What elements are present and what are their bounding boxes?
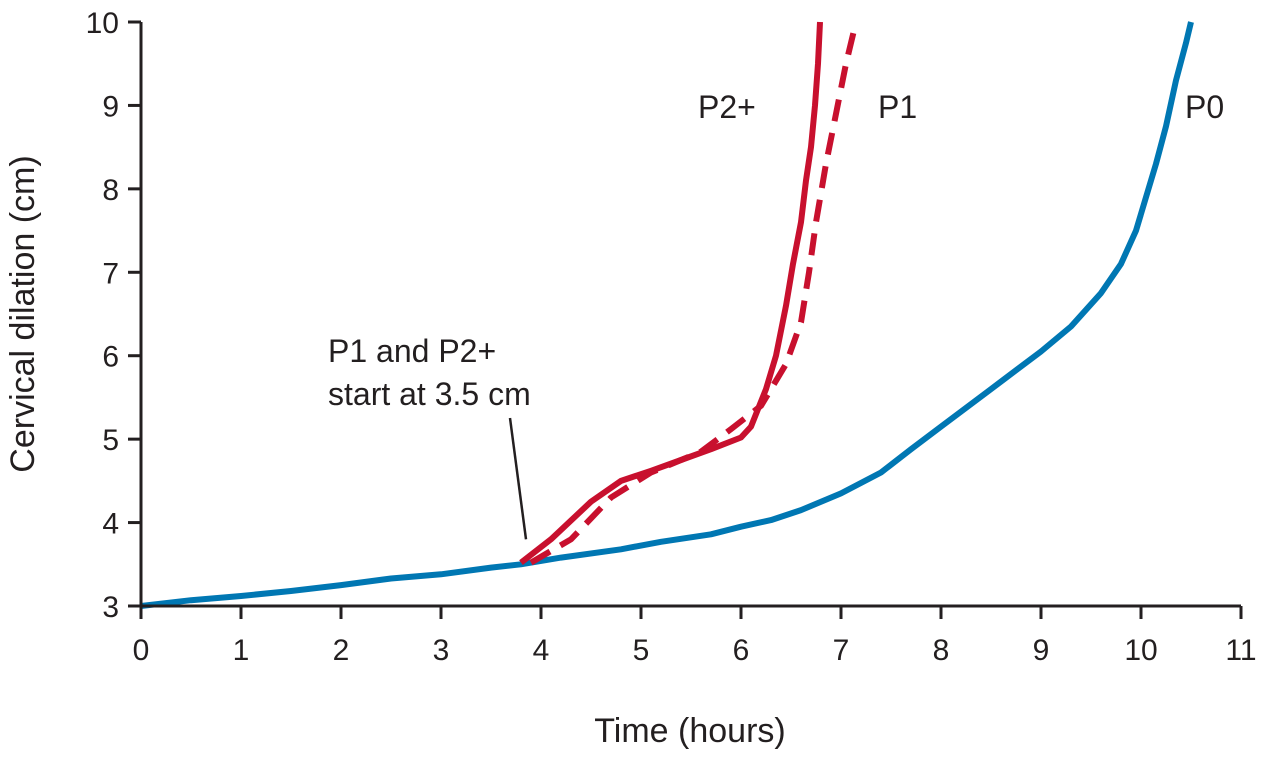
x-tick-label: 9 <box>1033 634 1050 667</box>
x-ticks: 0 1 2 3 4 5 6 7 8 9 10 11 <box>133 606 1257 667</box>
y-axis-title: Cervical dilation (cm) <box>4 155 42 472</box>
y-tick-label: 8 <box>102 174 119 207</box>
series-layer <box>140 21 1194 609</box>
x-tick-label: 3 <box>433 634 450 667</box>
y-tick-label: 9 <box>102 90 119 123</box>
y-tick-label: 3 <box>102 591 119 624</box>
y-tick-label: 6 <box>102 341 119 374</box>
series-label-p0: P0 <box>1185 89 1224 125</box>
series-label-p1: P1 <box>878 89 917 125</box>
x-tick-label: 10 <box>1124 634 1157 667</box>
y-ticks: 3 4 5 6 7 8 9 10 <box>86 7 141 624</box>
series-line-p0 <box>140 21 1194 609</box>
annotation-line-2: start at 3.5 cm <box>328 376 531 412</box>
x-tick-label: 2 <box>333 634 350 667</box>
x-tick-label: 7 <box>833 634 850 667</box>
series-label-p2plus: P2+ <box>698 89 756 125</box>
x-tick-label: 5 <box>633 634 650 667</box>
x-tick-label: 4 <box>533 634 550 667</box>
x-axis-title: Time (hours) <box>594 712 785 750</box>
annotation-pointer-line <box>508 417 528 540</box>
y-tick-label: 4 <box>102 508 119 541</box>
series-line-p2plus <box>519 21 823 565</box>
y-tick-label: 7 <box>102 257 119 290</box>
x-tick-label: 8 <box>933 634 950 667</box>
series-line-p1 <box>529 21 859 566</box>
y-tick-label: 5 <box>102 424 119 457</box>
y-tick-label: 10 <box>86 7 119 40</box>
x-tick-label: 0 <box>133 634 150 667</box>
x-tick-label: 6 <box>733 634 750 667</box>
annotation: P1 and P2+ start at 3.5 cm <box>328 333 531 540</box>
annotation-line-1: P1 and P2+ <box>328 333 496 369</box>
x-tick-label: 1 <box>233 634 250 667</box>
x-tick-label: 11 <box>1225 634 1256 667</box>
axes-layer <box>139 22 1241 608</box>
